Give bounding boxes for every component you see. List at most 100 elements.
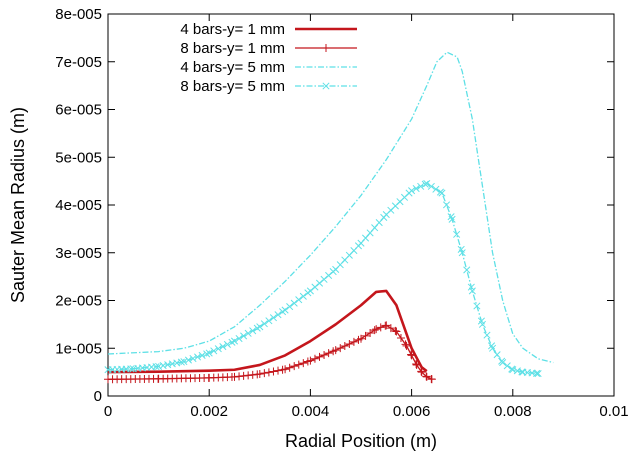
legend-label: 8 bars-y= 1 mm bbox=[180, 40, 285, 57]
series-3 bbox=[107, 51, 554, 364]
data-point bbox=[315, 352, 324, 361]
data-point bbox=[401, 340, 410, 349]
data-point bbox=[361, 331, 370, 340]
data-point bbox=[412, 360, 421, 369]
data-point bbox=[198, 351, 206, 359]
data-point bbox=[286, 303, 294, 311]
data-point bbox=[463, 266, 471, 274]
data-point bbox=[290, 299, 298, 307]
y-tick-label: 3e-005 bbox=[55, 245, 102, 262]
data-point bbox=[269, 314, 278, 322]
data-point bbox=[483, 331, 491, 339]
data-point bbox=[366, 328, 375, 337]
data-point bbox=[417, 367, 426, 376]
data-point bbox=[423, 179, 431, 188]
data-point bbox=[281, 365, 290, 374]
series-4 bbox=[104, 179, 542, 378]
data-point bbox=[294, 360, 303, 369]
data-point bbox=[274, 311, 282, 319]
y-tick-label: 6e-005 bbox=[55, 102, 102, 119]
data-point bbox=[265, 317, 273, 325]
data-point bbox=[299, 359, 308, 368]
y-tick-label: 8e-005 bbox=[55, 6, 102, 23]
data-point bbox=[244, 371, 253, 380]
data-point bbox=[223, 340, 231, 348]
legend-label: 4 bars-y= 5 mm bbox=[180, 59, 285, 76]
x-axis-label: Radial Position (m) bbox=[285, 431, 437, 451]
data-point bbox=[214, 345, 222, 353]
data-point bbox=[249, 327, 257, 335]
data-point bbox=[127, 365, 135, 373]
data-point bbox=[349, 337, 358, 346]
data-point bbox=[290, 362, 299, 371]
data-point bbox=[468, 287, 476, 295]
data-point bbox=[194, 353, 202, 361]
data-point bbox=[324, 349, 333, 358]
y-tick-label: 4e-005 bbox=[55, 197, 102, 214]
data-point bbox=[299, 292, 307, 300]
y-tick-label: 1e-005 bbox=[55, 340, 102, 357]
data-point bbox=[386, 324, 395, 333]
data-point bbox=[503, 362, 511, 370]
data-point bbox=[235, 334, 243, 343]
data-point bbox=[372, 325, 381, 334]
y-axis-label: Sauter Mean Radius (m) bbox=[8, 107, 28, 303]
data-point bbox=[230, 372, 239, 381]
data-point bbox=[370, 326, 379, 335]
y-tick-label: 0 bbox=[94, 388, 102, 405]
data-point bbox=[320, 350, 329, 359]
data-point bbox=[489, 344, 497, 352]
data-point bbox=[306, 356, 315, 365]
data-point bbox=[392, 327, 401, 336]
series-layer bbox=[104, 51, 554, 384]
x-tick-label: 0.004 bbox=[292, 403, 330, 420]
data-point bbox=[310, 354, 319, 363]
data-point bbox=[248, 370, 257, 379]
data-point bbox=[493, 351, 501, 359]
data-point bbox=[499, 359, 507, 367]
data-point bbox=[244, 329, 252, 337]
data-point bbox=[402, 341, 411, 350]
x-tick-label: 0.01 bbox=[599, 403, 628, 420]
data-point bbox=[219, 343, 227, 351]
series-line-1 bbox=[107, 289, 428, 374]
data-point bbox=[152, 363, 160, 371]
data-point bbox=[382, 321, 391, 330]
data-point bbox=[533, 369, 541, 377]
data-point bbox=[417, 182, 425, 190]
data-point bbox=[184, 356, 193, 364]
legend-marker bbox=[322, 44, 330, 52]
data-point bbox=[203, 350, 211, 358]
data-point bbox=[534, 370, 542, 378]
data-point bbox=[256, 323, 264, 331]
data-point bbox=[421, 180, 429, 188]
data-point bbox=[274, 366, 283, 375]
data-point bbox=[285, 363, 294, 372]
data-point bbox=[239, 371, 248, 380]
y-tick-label: 2e-005 bbox=[55, 293, 102, 310]
data-point bbox=[478, 320, 486, 328]
data-point bbox=[376, 323, 385, 332]
data-point bbox=[453, 230, 461, 238]
data-point bbox=[391, 326, 400, 335]
data-point bbox=[408, 187, 416, 195]
x-tick-label: 0.002 bbox=[190, 403, 228, 420]
series-line-3 bbox=[107, 51, 554, 364]
data-point bbox=[427, 182, 435, 190]
data-point bbox=[340, 342, 349, 351]
legend: 4 bars-y= 1 mm 8 bars-y= 1 mm 4 bars-y= 5 … bbox=[180, 21, 357, 95]
data-point bbox=[422, 372, 431, 381]
ticks-layer: 0 0.002 0.004 0.006 0.008 0.01 0 1e-005 2e-005 3e… bbox=[55, 6, 628, 420]
data-point bbox=[180, 358, 188, 366]
data-point bbox=[407, 351, 416, 360]
data-point bbox=[509, 366, 517, 374]
data-point bbox=[230, 337, 239, 345]
data-point bbox=[269, 367, 278, 376]
data-point bbox=[260, 320, 268, 328]
data-point bbox=[458, 249, 466, 257]
data-point bbox=[396, 333, 405, 342]
data-point bbox=[438, 189, 446, 197]
data-point bbox=[295, 296, 303, 304]
data-point bbox=[240, 332, 248, 340]
